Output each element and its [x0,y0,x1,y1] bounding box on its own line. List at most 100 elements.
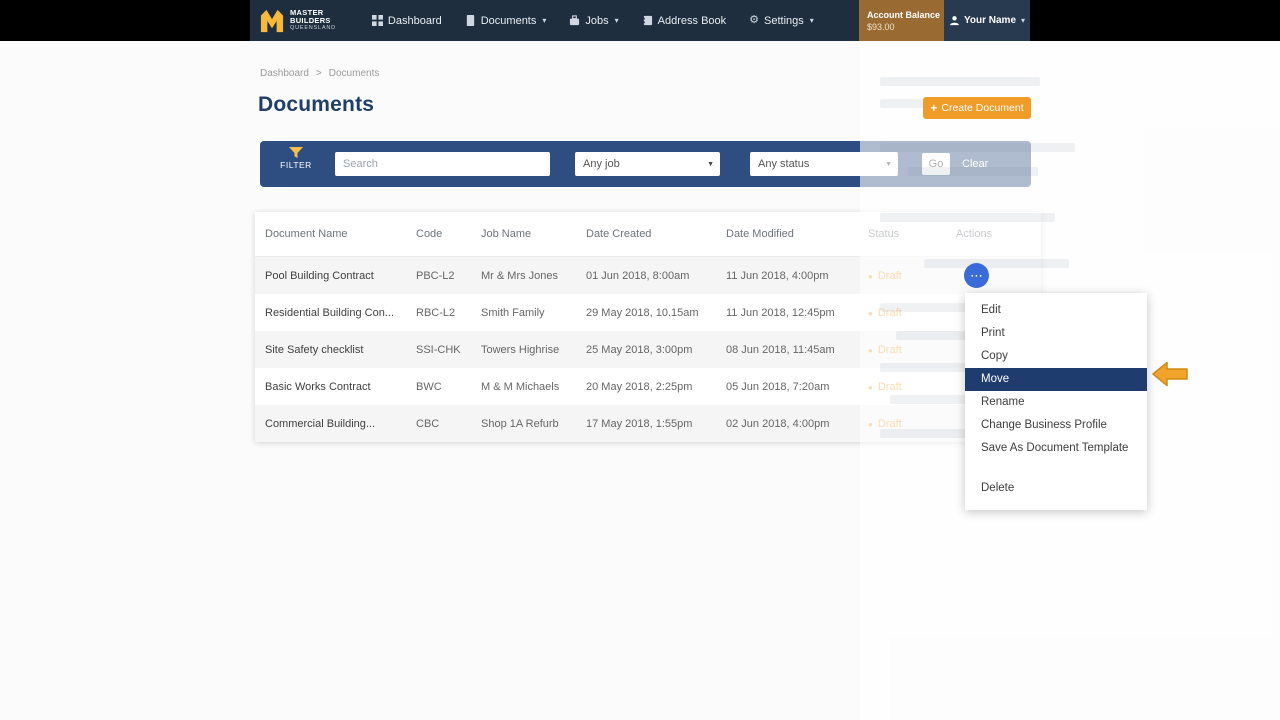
chevron-down-icon: ▾ [614,16,619,25]
column-header-date-modified: Date Modified [726,228,794,240]
ellipsis-icon: ⋯ [970,268,983,283]
menu-item-change-business-profile[interactable]: Change Business Profile [981,419,1107,431]
menu-item-save-as-document-template[interactable]: Save As Document Template [981,442,1129,454]
cell-document-name[interactable]: Commercial Building... [265,417,376,430]
cell-job-name: Smith Family [481,306,545,319]
nav-label: Dashboard [387,14,442,27]
chevron-down-icon: ▾ [542,16,547,25]
cell-date-created: 25 May 2018, 3:00pm [586,343,693,356]
nav-label: Documents [480,14,537,27]
cell-date-created: 20 May 2018, 2:25pm [586,380,693,393]
nav-item-address-book[interactable]: Address Book [642,15,726,27]
user-menu[interactable]: Your Name ▾ [944,0,1030,41]
breadcrumb: Dashboard > Documents [260,68,379,79]
row-actions-button[interactable]: ⋯ [964,263,989,288]
cell-date-created: 17 May 2018, 1:55pm [586,417,693,430]
cell-document-name[interactable]: Basic Works Contract [265,380,371,393]
nav-label: Jobs [585,14,609,27]
menu-item-edit[interactable]: Edit [981,304,1001,316]
menu-item-rename[interactable]: Rename [981,396,1025,408]
documents-icon [466,15,474,26]
column-header-job-name: Job Name [481,228,532,240]
cell-date-created: 01 Jun 2018, 8:00am [586,269,690,282]
breadcrumb-dashboard[interactable]: Dashboard [260,68,309,79]
cell-document-name[interactable]: Site Safety checklist [265,343,364,356]
nav-item-dashboard[interactable]: Dashboard [371,14,442,27]
page-title: Documents [258,93,375,116]
account-balance-label: Account Balance [867,9,941,20]
nav-item-documents[interactable]: Documents ▾ [465,14,547,27]
ghost-content-line [880,303,995,312]
cursor-arrow-icon [1152,361,1188,387]
column-header-document-name: Document Name [265,228,348,240]
main-navbar: MASTER BUILDERS QUEENSLAND Dashboard [250,0,1030,41]
nav-label: Address Book [657,14,727,27]
job-filter-select[interactable]: Any job ▼ [575,152,720,176]
menu-item-delete[interactable]: Delete [981,482,1015,494]
cell-date-modified: 11 Jun 2018, 4:00pm [726,269,829,282]
create-document-label: Create Document [941,102,1024,114]
cell-job-name: Shop 1A Refurb [481,417,559,430]
cell-date-created: 29 May 2018, 10.15am [586,306,699,319]
cell-date-modified: 05 Jun 2018, 7:20am [726,380,830,393]
account-balance-badge: Account Balance $93.00 [859,0,944,41]
cell-date-modified: 11 Jun 2018, 12:45pm [726,306,835,319]
dashboard-icon [371,15,383,26]
job-filter-value: Any job [583,158,620,170]
user-menu-label: Your Name [963,15,1017,26]
nav-menu: Dashboard Documents ▾ Jobs ▾ [371,0,814,41]
select-caret-icon: ▼ [707,160,714,168]
ghost-content-line [924,259,1069,268]
plus-icon: + [930,101,938,115]
cell-date-modified: 02 Jun 2018, 4:00pm [726,417,830,430]
chevron-down-icon: ▾ [1021,16,1026,25]
cell-code: PBC-L2 [416,269,455,282]
column-header-code: Code [416,228,443,240]
person-icon [950,16,959,26]
menu-item-copy[interactable]: Copy [981,350,1008,362]
logo[interactable]: MASTER BUILDERS QUEENSLAND [250,0,346,41]
nav-item-settings[interactable]: ⚙ Settings ▾ [749,15,814,27]
cell-job-name: Towers Highrise [481,343,560,356]
row-actions-context-menu: Edit Print Copy Move Rename Change Busin… [965,293,1147,510]
cell-date-modified: 08 Jun 2018, 11:45am [726,343,835,356]
jobs-icon [570,15,580,26]
ghost-content-line [880,429,1000,438]
search-input[interactable] [335,152,550,176]
filter-label: FILTER [276,147,316,170]
ghost-content-line [880,77,1040,86]
column-header-date-created: Date Created [586,228,652,240]
nav-item-jobs[interactable]: Jobs ▾ [569,14,619,27]
filter-label-text: FILTER [280,160,312,170]
funnel-icon [289,147,303,158]
cell-code: BWC [416,380,442,393]
breadcrumb-current: Documents [328,68,380,79]
menu-item-move[interactable]: Move [965,368,1147,391]
cell-actions: ⋯ [956,263,1041,288]
cell-job-name: Mr & Mrs Jones [481,269,559,282]
top-bar: MASTER BUILDERS QUEENSLAND Dashboard [0,0,1280,41]
logo-line1: MASTER [290,8,324,17]
cell-code: CBC [416,417,440,430]
address-book-icon [642,15,652,26]
status-filter-value: Any status [758,158,810,170]
ghost-content-line [908,167,1038,176]
logo-line2: BUILDERS [290,16,331,25]
master-builders-logo-icon [260,9,284,32]
breadcrumb-separator: > [315,68,322,79]
logo-text: MASTER BUILDERS QUEENSLAND [290,9,336,32]
chevron-down-icon: ▾ [809,16,814,25]
cell-document-name[interactable]: Pool Building Contract [265,269,374,282]
ghost-content-line [880,363,1015,372]
nav-label: Settings [764,14,804,27]
cell-document-name[interactable]: Residential Building Con... [265,306,395,319]
create-document-button[interactable]: + Create Document [923,97,1031,119]
logo-line3: QUEENSLAND [290,25,336,31]
menu-item-print[interactable]: Print [981,327,1005,339]
cell-code: RBC-L2 [416,306,456,319]
account-balance-value: $93.00 [867,21,895,32]
ghost-content-line [880,213,1055,222]
gear-icon: ⚙ [749,14,760,26]
ghost-content-line [880,143,1075,152]
